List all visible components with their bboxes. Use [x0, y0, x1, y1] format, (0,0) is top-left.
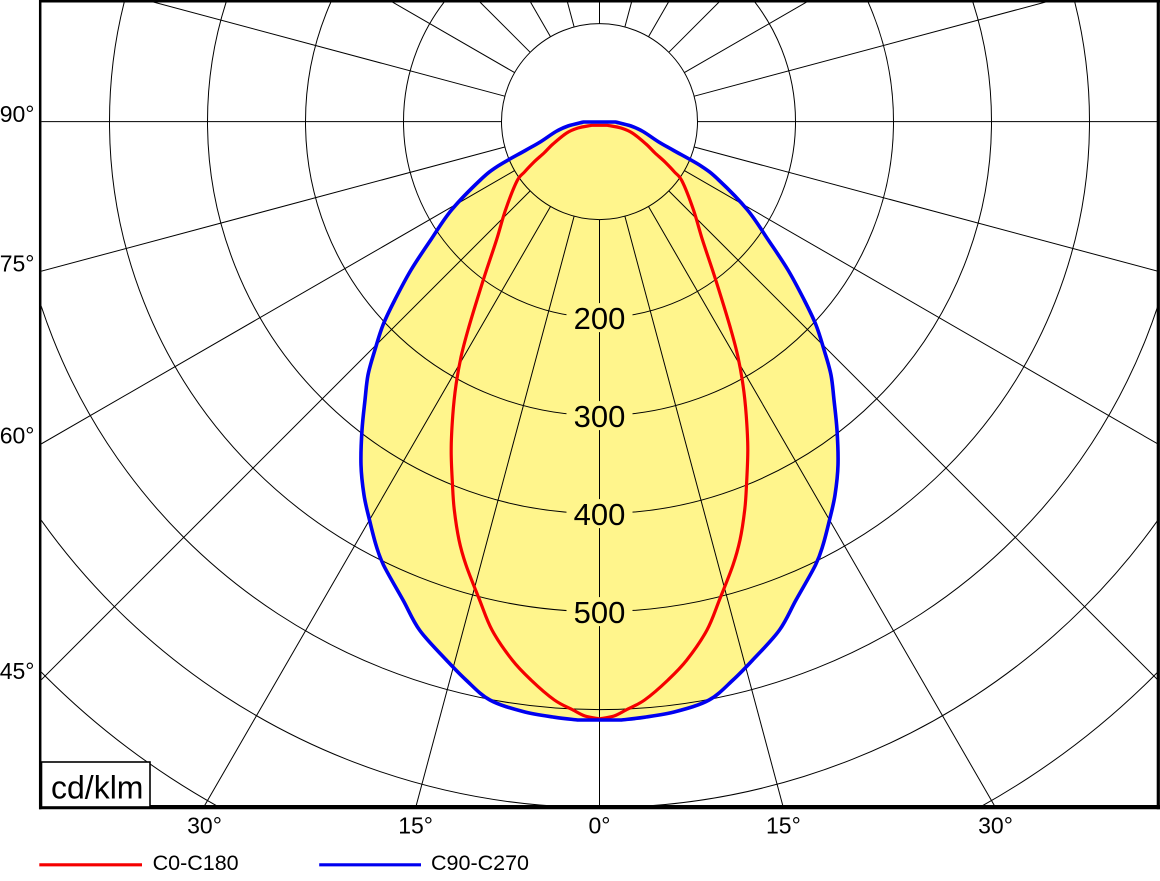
svg-text:90°: 90°: [0, 101, 35, 127]
svg-text:30°: 30°: [187, 813, 222, 839]
svg-text:15°: 15°: [766, 813, 801, 839]
svg-text:cd/klm: cd/klm: [51, 770, 143, 806]
svg-text:15°: 15°: [398, 813, 433, 839]
svg-text:60°: 60°: [0, 423, 35, 449]
svg-text:200: 200: [574, 301, 626, 336]
svg-text:300: 300: [574, 399, 626, 434]
svg-text:45°: 45°: [0, 658, 35, 684]
svg-text:500: 500: [574, 595, 626, 630]
svg-text:C0-C180: C0-C180: [153, 851, 239, 875]
svg-text:75°: 75°: [0, 251, 35, 277]
svg-text:0°: 0°: [589, 813, 611, 839]
svg-text:400: 400: [574, 497, 626, 532]
svg-text:C90-C270: C90-C270: [431, 851, 529, 875]
svg-text:30°: 30°: [978, 813, 1013, 839]
